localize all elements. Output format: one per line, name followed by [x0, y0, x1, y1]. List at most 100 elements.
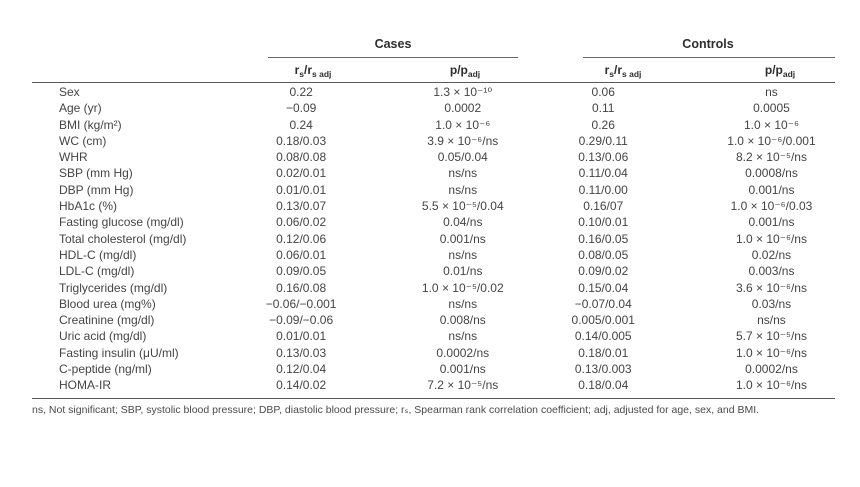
cases-p-cell: 0.008/ns — [439, 313, 486, 328]
controls-rs-cell: 0.15/0.04 — [578, 280, 629, 295]
cases-p-cell: 1.0 × 10⁻⁶ — [435, 117, 491, 132]
table-row: Fasting glucose (mg/dl) 0.06/0.02 0.04/ns 0… — [0, 214, 860, 230]
cases-group-header: Cases — [374, 37, 412, 51]
cases-rs-cell: 0.06/0.02 — [276, 215, 327, 230]
cases-p-cell: 0.04/ns — [443, 215, 483, 230]
row-label: Sex — [59, 85, 80, 99]
cases-rs-cell: 0.12/0.06 — [276, 231, 327, 246]
cases-p-cell: 1.3 × 10⁻¹⁰ — [433, 85, 493, 99]
cases-rs-cell: 0.08/0.08 — [276, 150, 327, 165]
table-row: HOMA-IR 0.14/0.02 7.2 × 10⁻⁵/ns 0.18/0.04 1.… — [0, 377, 860, 393]
controls-p-cell: 1.0 × 10⁻⁶ — [743, 117, 799, 132]
table-row: HDL-C (mg/dl) 0.06/0.01 ns/ns 0.08/0.05 0.02… — [0, 247, 860, 263]
controls-rs-cell: 0.16/0.05 — [578, 231, 629, 246]
table-row: WHR 0.08/0.08 0.05/0.04 0.13/0.06 8.2 × 10⁻⁵… — [0, 149, 860, 165]
table-row: C-peptide (ng/ml) 0.12/0.04 0.001/ns 0.13/0… — [0, 361, 860, 377]
cases-p-cell: 0.001/ns — [439, 231, 486, 246]
cases-p-cell: 0.05/0.04 — [437, 150, 488, 165]
table-row: Uric acid (mg/dl) 0.01/0.01 ns/ns 0.14/0.00… — [0, 328, 860, 344]
cases-rs-cell: 0.14/0.02 — [276, 378, 327, 393]
row-label: Fasting glucose (mg/dl) — [59, 215, 184, 230]
row-label: Age (yr) — [59, 101, 102, 116]
row-label: Total cholesterol (mg/dl) — [59, 231, 187, 246]
controls-p-cell: 0.02/ns — [751, 247, 792, 262]
cases-p-cell: ns/ns — [448, 247, 478, 262]
row-label: BMI (kg/m²) — [59, 117, 122, 132]
controls-p-column-header: p/padj — [764, 63, 796, 79]
controls-rs-cell: 0.14/0.005 — [574, 329, 632, 344]
controls-p-cell: ns/ns — [757, 313, 786, 328]
cases-rs-cell: 0.24 — [289, 117, 313, 132]
controls-rs-cell: 0.08/0.05 — [578, 247, 629, 262]
cases-p-cell: ns/ns — [448, 296, 478, 311]
cases-rs-cell: 0.13/0.03 — [276, 345, 327, 360]
cases-rs-cell: 0.12/0.04 — [276, 362, 327, 377]
controls-p-cell: 0.001/ns — [748, 182, 795, 197]
cases-p-cell: 3.9 × 10⁻⁶/ns — [427, 133, 499, 148]
cases-p-column-header: p/padj — [449, 63, 481, 79]
controls-p-cell: 3.6 × 10⁻⁶/ns — [735, 280, 807, 295]
controls-header-rule — [583, 57, 835, 58]
table-row: DBP (mm Hg) 0.01/0.01 ns/ns 0.11/0.00 0.001/… — [0, 182, 860, 198]
controls-rs-cell: 0.11 — [592, 101, 615, 116]
row-label: C-peptide (ng/ml) — [59, 362, 152, 377]
controls-rs-cell: 0.16/07 — [583, 199, 624, 214]
controls-rs-cell: 0.11/0.04 — [578, 166, 628, 181]
row-label: DBP (mm Hg) — [59, 182, 134, 197]
cases-p-cell: 0.0002/ns — [436, 345, 490, 360]
controls-p-cell: 0.03/ns — [751, 296, 792, 311]
controls-rs-cell: 0.18/0.04 — [578, 378, 629, 393]
cases-p-cell: 5.5 × 10⁻⁵/0.04 — [421, 199, 504, 214]
row-label: LDL-C (mg/dl) — [59, 264, 135, 279]
controls-group-header: Controls — [682, 37, 734, 51]
row-label: WHR — [59, 150, 88, 165]
controls-rs-cell: −0.07/0.04 — [574, 296, 632, 311]
table-row: Age (yr) −0.09 0.0002 0.11 0.0005 — [0, 100, 860, 116]
footnote: ns, Not significant; SBP, systolic blood… — [32, 404, 760, 416]
cases-rs-cell: 0.13/0.07 — [276, 199, 327, 214]
table-row: SBP (mm Hg) 0.02/0.01 ns/ns 0.11/0.04 0.0008… — [0, 165, 860, 181]
cases-rs-cell: −0.06/−0.001 — [265, 296, 337, 311]
table-row: Blood urea (mg%) −0.06/−0.001 ns/ns −0.07/0… — [0, 296, 860, 312]
row-label: Creatinine (mg/dl) — [59, 313, 155, 328]
controls-rs-cell: 0.10/0.01 — [578, 215, 629, 230]
cases-rs-cell: 0.06/0.01 — [276, 247, 327, 262]
controls-p-cell: 0.001/ns — [748, 215, 795, 230]
cases-rs-cell: 0.16/0.08 — [276, 280, 327, 295]
table-row: BMI (kg/m²) 0.24 1.0 × 10⁻⁶ 0.26 1.0 × 10⁻⁶ — [0, 117, 860, 133]
row-label: Triglycerides (mg/dl) — [59, 280, 168, 295]
controls-p-cell: 0.0005 — [753, 101, 790, 116]
cases-rs-cell: 0.01/0.01 — [276, 182, 327, 197]
controls-p-cell: 0.0002/ns — [745, 362, 798, 377]
table-row: LDL-C (mg/dl) 0.09/0.05 0.01/ns 0.09/0.02 0.… — [0, 263, 860, 279]
cases-rs-cell: −0.09 — [285, 101, 317, 116]
table-bottom-rule — [32, 398, 835, 399]
row-label: HDL-C (mg/dl) — [59, 247, 137, 262]
cases-rs-column-header: rs/rs adj — [294, 63, 332, 79]
table-row: WC (cm) 0.18/0.03 3.9 × 10⁻⁶/ns 0.29/0.11 1.… — [0, 133, 860, 149]
table-row: Total cholesterol (mg/dl) 0.12/0.06 0.001/… — [0, 231, 860, 247]
controls-rs-cell: 0.11/0.00 — [578, 182, 628, 197]
controls-rs-cell: 0.18/0.01 — [578, 345, 629, 360]
cases-rs-cell: 0.18/0.03 — [276, 133, 327, 148]
cases-rs-cell: 0.01/0.01 — [276, 329, 327, 344]
table-row: Creatinine (mg/dl) −0.09/−0.06 0.008/ns 0.0… — [0, 312, 860, 328]
cases-rs-cell: 0.02/0.01 — [276, 166, 327, 181]
data-table: Sex 0.22 1.3 × 10⁻¹⁰ 0.06 ns Age (yr) −0.09 0.0… — [0, 84, 860, 394]
controls-rs-cell: 0.06 — [591, 85, 615, 99]
cases-p-cell: ns/ns — [448, 329, 478, 344]
controls-rs-cell: 0.13/0.003 — [574, 362, 632, 377]
table-row: Fasting insulin (μU/ml) 0.13/0.03 0.0002/n… — [0, 345, 860, 361]
cases-p-cell: ns/ns — [448, 182, 478, 197]
cases-p-cell: 7.2 × 10⁻⁵/ns — [427, 378, 499, 393]
cases-rs-cell: 0.09/0.05 — [276, 264, 327, 279]
controls-rs-cell: 0.13/0.06 — [578, 150, 629, 165]
table-row: Sex 0.22 1.3 × 10⁻¹⁰ 0.06 ns — [0, 84, 860, 100]
cases-p-cell: ns/ns — [448, 166, 478, 181]
controls-p-cell: 0.003/ns — [748, 264, 795, 279]
cases-header-rule — [268, 57, 518, 58]
cases-p-cell: 1.0 × 10⁻⁵/0.02 — [421, 280, 504, 295]
row-label: Fasting insulin (μU/ml) — [59, 345, 179, 360]
row-label: HbA1c (%) — [59, 199, 118, 214]
controls-p-cell: 1.0 × 10⁻⁶/ns — [735, 345, 807, 360]
